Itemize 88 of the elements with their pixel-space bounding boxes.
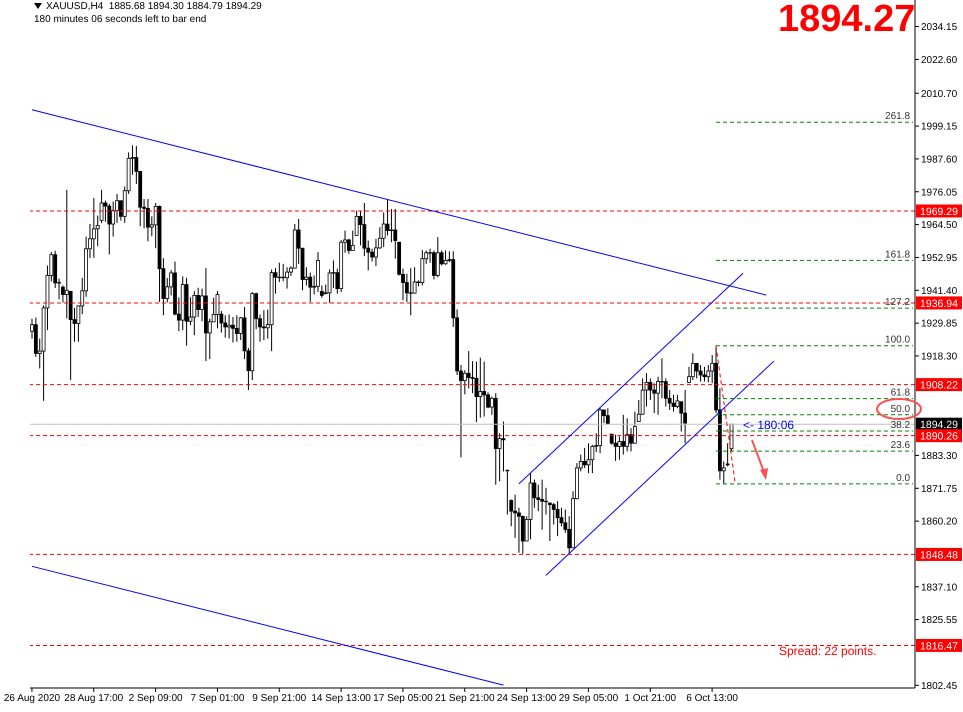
series-label: 38.2 <box>890 420 910 431</box>
series-label: 0.0 <box>896 472 910 484</box>
y-tick-label: 1860.20 <box>921 516 958 528</box>
y-tick-label: 2022.60 <box>921 54 958 66</box>
candlestick <box>586 442 590 474</box>
text: 180 minutes 06 seconds left to bar end <box>34 14 206 25</box>
annotation: <- 180:06 <box>743 418 794 432</box>
series-label: 61.8 <box>890 388 910 399</box>
candlestick <box>107 203 112 255</box>
ref-line-label: 1894.29 <box>920 419 958 432</box>
y-tick-label: 2010.70 <box>921 88 958 100</box>
candlestick <box>64 189 69 319</box>
ref-line-label: 1908.22 <box>920 380 958 392</box>
series-label: 261.8 <box>885 111 910 122</box>
x-tick-label: 29 Sep 05:00 <box>558 693 619 704</box>
candlestick <box>478 357 482 418</box>
y-tick-label: 1976.05 <box>921 187 958 198</box>
y-tick-label: 1802.45 <box>921 680 958 692</box>
chart-title: XAUUSD,H4 1885.68 1894.30 1884.79 1894.29 <box>46 1 262 12</box>
ref-line-label: 1848.48 <box>920 549 958 562</box>
candlestick <box>474 361 478 423</box>
series-label: 161.8 <box>885 249 910 260</box>
candlestick <box>629 428 633 452</box>
y-tick-label: 1825.55 <box>921 615 958 626</box>
candlestick <box>621 414 626 456</box>
y-tick-label: 2034.15 <box>921 22 958 34</box>
candlestick <box>582 448 587 468</box>
candlestick <box>192 290 196 336</box>
x-tick-label: 7 Sep 01:00 <box>190 693 245 704</box>
y-tick-label: 1999.15 <box>921 122 958 133</box>
y-tick-label: 1952.95 <box>921 252 958 264</box>
series-label: 50.0 <box>890 404 910 415</box>
candlestick <box>436 236 440 278</box>
candlestick <box>540 479 544 530</box>
candlestick <box>390 208 394 243</box>
candlestick <box>227 314 231 340</box>
x-tick-label: 24 Sep 13:00 <box>496 693 557 704</box>
candlestick <box>223 314 228 338</box>
series-label: 23.6 <box>890 440 910 452</box>
ref-line-label: 1890.26 <box>920 430 958 443</box>
candlestick <box>231 316 235 344</box>
candlestick <box>618 436 622 460</box>
candlestick <box>262 310 266 341</box>
y-tick-label: 1929.85 <box>921 318 958 330</box>
ref-line-label: 1969.29 <box>920 206 958 218</box>
candlestick <box>92 197 96 258</box>
x-tick-label: 17 Sep 05:00 <box>373 693 434 704</box>
candlestick <box>285 266 289 290</box>
y-tick-label: 1941.40 <box>921 286 958 297</box>
candlestick <box>556 500 560 537</box>
y-tick-label: 1871.75 <box>921 484 958 495</box>
x-tick-label: 26 Aug 2020 <box>4 693 60 704</box>
y-tick-label: 1987.60 <box>921 154 958 166</box>
candlestick <box>614 434 618 462</box>
candlestick <box>146 198 150 242</box>
ref-line-label: 1936.94 <box>920 298 958 310</box>
candlestick <box>482 361 486 417</box>
y-tick-label: 1883.30 <box>921 450 958 462</box>
candlestick <box>698 364 702 382</box>
candlestick <box>432 250 436 280</box>
annotation: 1894.27 <box>778 0 916 40</box>
candlestick <box>606 408 610 426</box>
candlestick <box>466 350 471 389</box>
annotation: Spread: 22 points. <box>779 644 876 658</box>
candlestick <box>652 382 656 414</box>
x-tick-label: 28 Aug 17:00 <box>64 693 124 704</box>
candlestick <box>216 290 220 329</box>
x-tick-label: 2 Sep 09:00 <box>128 693 184 704</box>
series-label: 100.0 <box>885 334 910 346</box>
ref-line-label: 1816.47 <box>920 640 958 652</box>
y-tick-label: 1964.50 <box>921 220 958 232</box>
candlestick <box>702 366 706 382</box>
candlestick <box>683 390 688 444</box>
candlestick <box>660 358 664 399</box>
x-tick-label: 6 Oct 13:00 <box>686 693 738 704</box>
x-tick-label: 14 Sep 13:00 <box>311 693 372 704</box>
candlestick <box>694 362 699 379</box>
candlestick <box>690 352 695 381</box>
candlestick <box>234 314 239 342</box>
y-tick-label: 1918.30 <box>921 351 958 362</box>
y-tick-label: 1837.10 <box>921 582 958 594</box>
x-tick-label: 9 Sep 21:00 <box>252 693 307 704</box>
series-label: 127.2 <box>885 297 910 308</box>
candlestick <box>672 394 676 412</box>
x-tick-label: 21 Sep 21:00 <box>435 693 495 704</box>
candlestick <box>420 249 424 286</box>
candlestick <box>444 250 448 266</box>
x-tick-label: 1 Oct 21:00 <box>624 693 677 704</box>
